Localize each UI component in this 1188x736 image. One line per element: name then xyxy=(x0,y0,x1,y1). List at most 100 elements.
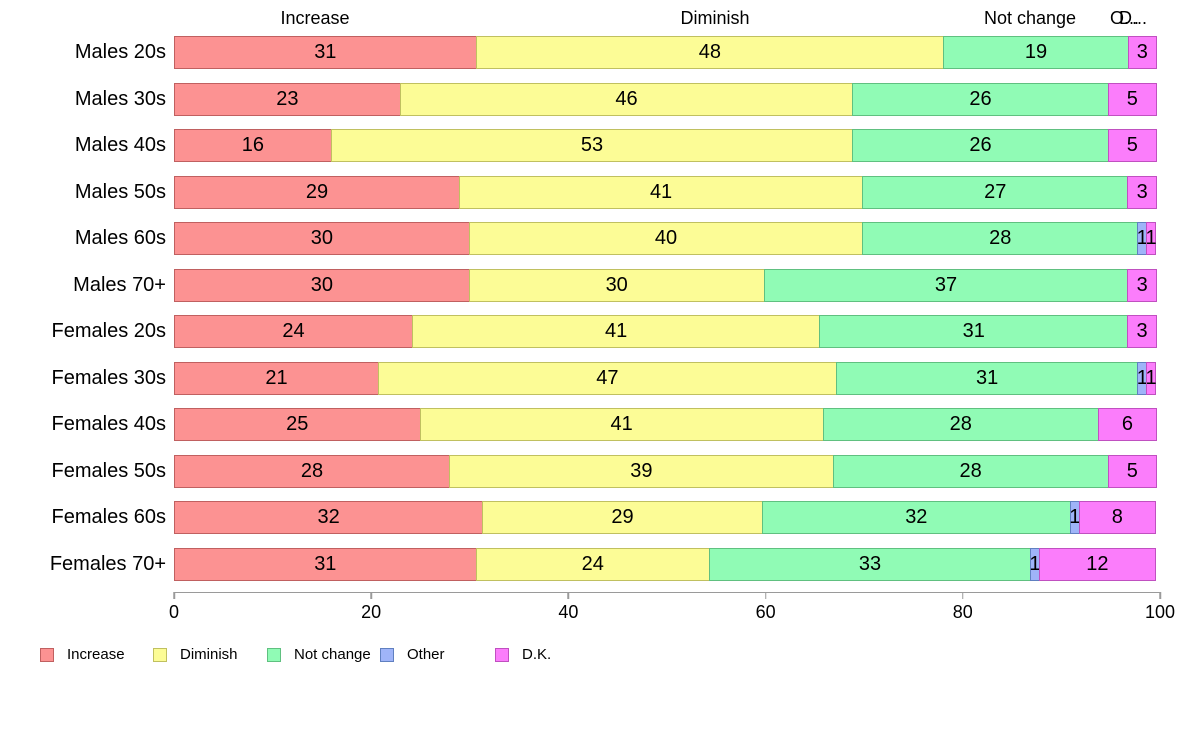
segment-diminish: 41 xyxy=(419,408,824,441)
legend-item-dk: D.K. xyxy=(495,646,551,663)
segment-d-k: 3 xyxy=(1127,315,1157,348)
category-label: Females 30s xyxy=(51,366,167,389)
segment-not-change: 28 xyxy=(862,222,1139,255)
stacked-bar: 28 39 28 5 xyxy=(174,454,1160,488)
segment-d-k: 12 xyxy=(1038,547,1156,581)
segment-increase: 30 xyxy=(174,268,470,302)
bar-row-females-60s: Females 60s 32 29 32 1 8 xyxy=(0,501,1160,534)
segment-d-k: 3 xyxy=(1127,36,1157,69)
column-header-increase: Increase xyxy=(280,8,350,28)
x-tick xyxy=(370,592,372,599)
segment-not-change: 32 xyxy=(761,501,1071,534)
segment-not-change: 31 xyxy=(835,361,1139,395)
bar-row-females-20s: Females 20s 24 41 31 3 xyxy=(0,315,1160,348)
column-header-diminish: Diminish xyxy=(680,8,750,28)
x-tick-label: 80 xyxy=(952,602,973,622)
segment-increase: 31 xyxy=(174,36,477,69)
segment-not-change: 28 xyxy=(822,408,1099,441)
segment-not-change: 27 xyxy=(862,175,1129,209)
segment-not-change: 31 xyxy=(819,315,1129,348)
stacked-bar: 25 41 28 6 xyxy=(174,408,1160,441)
column-header-other-truncated: O... xyxy=(1110,8,1140,28)
x-tick xyxy=(764,592,767,599)
segment-increase: 29 xyxy=(174,175,460,209)
category-label: Males 40s xyxy=(74,134,166,156)
legend-item-diminish: Diminish xyxy=(153,646,238,663)
segment-diminish: 47 xyxy=(378,361,837,395)
x-tick-label: 40 xyxy=(558,602,579,622)
category-label: Males 50s xyxy=(74,180,166,203)
x-tick-label: 100 xyxy=(1144,602,1176,622)
legend-label-diminish: Diminish xyxy=(180,646,238,663)
stacked-bar: 21 47 31 1 1 xyxy=(174,361,1160,395)
x-tick xyxy=(567,592,570,599)
segment-d-k: 1 xyxy=(1146,361,1157,395)
segment-d-k: 6 xyxy=(1097,408,1157,441)
segment-diminish: 39 xyxy=(449,454,834,488)
stacked-bar: 30 40 28 1 1 xyxy=(174,222,1160,255)
legend-label-other: Other xyxy=(407,646,445,663)
segment-d-k: 5 xyxy=(1107,129,1157,162)
stacked-bar: 30 30 37 3 xyxy=(174,268,1160,302)
x-tick-label: 0 xyxy=(168,602,180,622)
segment-not-change: 26 xyxy=(852,129,1109,162)
legend-label-increase: Increase xyxy=(67,646,125,663)
legend-swatch-dk xyxy=(495,647,509,662)
stacked-bar: 32 29 32 1 8 xyxy=(174,501,1160,534)
bar-row-females-50s: Females 50s 28 39 28 5 xyxy=(0,454,1160,488)
segment-diminish: 46 xyxy=(399,82,854,116)
stacked-bar: 31 48 19 3 xyxy=(174,36,1160,69)
column-header-not-change: Not change xyxy=(983,8,1077,28)
category-label: Females 70+ xyxy=(49,552,166,575)
segment-increase: 30 xyxy=(174,222,470,255)
x-tick-label: 20 xyxy=(361,602,382,622)
segment-increase: 23 xyxy=(174,82,401,116)
segment-d-k: 3 xyxy=(1127,268,1157,302)
stacked-bar: 29 41 27 3 xyxy=(174,175,1160,209)
segment-increase: 31 xyxy=(174,547,477,581)
bar-row-females-70: Females 70+ 31 24 33 1 12 xyxy=(0,547,1160,581)
bar-row-males-20s: Males 20s 31 48 19 3 xyxy=(0,36,1160,69)
x-tick-label: 60 xyxy=(755,602,776,622)
legend: Increase Diminish Not change Other D.K. xyxy=(0,646,1188,668)
stacked-bar: 24 41 31 3 xyxy=(174,315,1160,348)
legend-swatch-other xyxy=(380,647,394,662)
legend-swatch-not-change xyxy=(267,647,281,662)
segment-increase: 25 xyxy=(174,408,421,441)
legend-item-other: Other xyxy=(380,646,445,663)
stacked-bar: 16 53 26 5 xyxy=(174,129,1160,162)
x-tick xyxy=(962,592,964,599)
segment-diminish: 30 xyxy=(468,268,765,302)
segment-d-k: 5 xyxy=(1107,82,1157,116)
segment-diminish: 29 xyxy=(482,501,763,534)
segment-diminish: 48 xyxy=(475,36,945,69)
bar-row-males-40s: Males 40s 16 53 26 5 xyxy=(0,129,1160,162)
bar-row-males-50s: Males 50s 29 41 27 3 xyxy=(0,175,1160,209)
segment-increase: 32 xyxy=(174,501,484,534)
category-label: Females 40s xyxy=(51,413,167,435)
segment-not-change: 37 xyxy=(763,268,1129,302)
category-label: Males 30s xyxy=(74,87,166,110)
x-tick xyxy=(1159,592,1161,599)
segment-not-change: 33 xyxy=(708,547,1032,581)
segment-diminish: 24 xyxy=(475,547,710,581)
segment-diminish: 41 xyxy=(458,175,864,209)
bar-row-males-30s: Males 30s 23 46 26 5 xyxy=(0,82,1160,116)
category-label: Males 60s xyxy=(74,227,166,249)
segment-diminish: 53 xyxy=(330,129,854,162)
legend-label-dk: D.K. xyxy=(522,646,552,663)
bar-row-males-70: Males 70+ 30 30 37 3 xyxy=(0,268,1160,302)
segment-increase: 24 xyxy=(174,315,414,348)
stacked-bar: 23 46 26 5 xyxy=(174,82,1160,116)
legend-swatch-increase xyxy=(40,647,54,662)
segment-d-k: 8 xyxy=(1078,501,1156,534)
x-tick xyxy=(173,592,175,599)
stacked-bar: 31 24 33 1 12 xyxy=(174,547,1160,581)
bar-row-females-30s: Females 30s 21 47 31 1 1 xyxy=(0,361,1160,395)
segment-increase: 28 xyxy=(174,454,451,488)
segment-not-change: 26 xyxy=(852,82,1109,116)
segment-increase: 21 xyxy=(174,361,379,395)
column-header-dk-truncated: D... xyxy=(1119,8,1148,28)
category-label: Females 50s xyxy=(51,459,167,482)
